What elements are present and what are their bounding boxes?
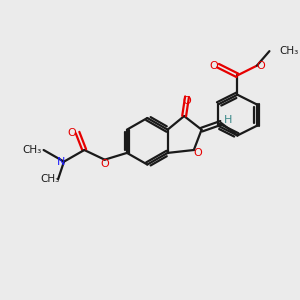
Text: CH₃: CH₃	[279, 46, 298, 56]
Text: O: O	[67, 128, 76, 138]
Text: H: H	[224, 115, 232, 125]
Text: CH₃: CH₃	[41, 174, 60, 184]
Text: O: O	[256, 61, 265, 71]
Text: N: N	[57, 157, 65, 166]
Text: O: O	[183, 96, 191, 106]
Text: O: O	[210, 61, 219, 71]
Text: CH₃: CH₃	[22, 145, 42, 155]
Text: O: O	[193, 148, 202, 158]
Text: O: O	[100, 159, 109, 169]
